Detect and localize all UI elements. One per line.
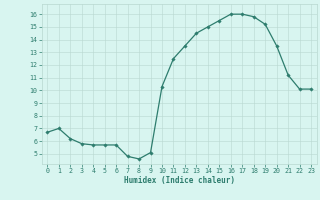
X-axis label: Humidex (Indice chaleur): Humidex (Indice chaleur) — [124, 176, 235, 185]
